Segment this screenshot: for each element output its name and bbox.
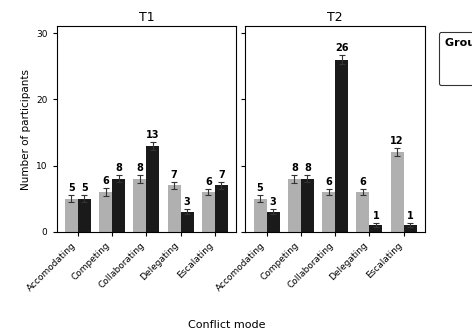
Text: 8: 8 (304, 164, 311, 173)
Text: 3: 3 (270, 197, 277, 207)
Bar (404, 225, 417, 232)
Text: 5: 5 (68, 183, 75, 193)
Text: 6: 6 (205, 177, 212, 187)
Text: 12: 12 (390, 136, 404, 146)
Bar (322, 192, 335, 232)
Text: 5: 5 (257, 183, 263, 193)
Bar (65, 199, 78, 232)
Title: T1: T1 (138, 11, 154, 24)
Text: 3: 3 (184, 197, 191, 207)
Bar (356, 192, 370, 232)
Bar (181, 212, 194, 232)
Bar (202, 192, 215, 232)
Text: 8: 8 (115, 164, 122, 173)
Text: 26: 26 (335, 43, 348, 53)
Bar (215, 185, 228, 232)
Text: 5: 5 (81, 183, 88, 193)
Text: 6: 6 (325, 177, 332, 187)
Bar (391, 152, 404, 232)
Legend: IG, CG: IG, CG (439, 32, 472, 85)
Text: 1: 1 (372, 211, 379, 221)
Bar (133, 179, 146, 232)
Text: 7: 7 (218, 170, 225, 180)
Text: 1: 1 (407, 211, 413, 221)
Bar (99, 192, 112, 232)
Text: Conflict mode: Conflict mode (188, 320, 265, 330)
Bar (146, 146, 160, 232)
Title: T2: T2 (327, 11, 343, 24)
Bar (335, 60, 348, 232)
Text: 6: 6 (360, 177, 366, 187)
Bar (288, 179, 301, 232)
Bar (78, 199, 91, 232)
Bar (301, 179, 314, 232)
Text: 13: 13 (146, 130, 160, 140)
Bar (267, 212, 279, 232)
Text: 8: 8 (291, 163, 298, 173)
Text: 7: 7 (171, 170, 177, 180)
Y-axis label: Number of participants: Number of participants (21, 69, 31, 190)
Text: 6: 6 (102, 176, 109, 186)
Bar (370, 225, 382, 232)
Bar (112, 179, 125, 232)
Text: 8: 8 (136, 163, 143, 173)
Bar (168, 185, 181, 232)
Bar (253, 199, 267, 232)
